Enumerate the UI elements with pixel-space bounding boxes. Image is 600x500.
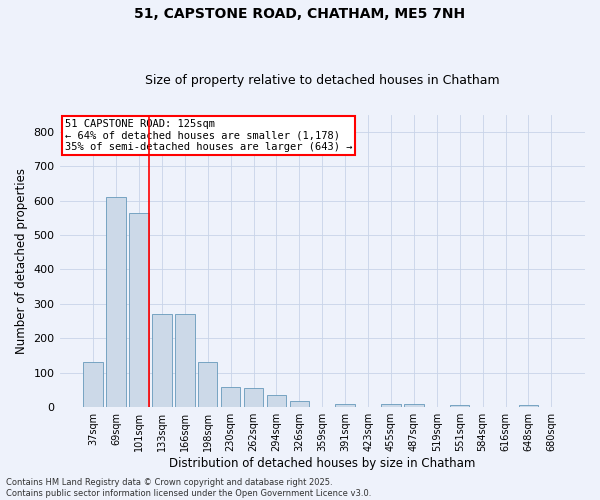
Bar — [152, 314, 172, 407]
Bar — [244, 388, 263, 407]
Bar — [175, 314, 194, 407]
Text: Contains HM Land Registry data © Crown copyright and database right 2025.
Contai: Contains HM Land Registry data © Crown c… — [6, 478, 371, 498]
Title: Size of property relative to detached houses in Chatham: Size of property relative to detached ho… — [145, 74, 500, 87]
Bar — [335, 404, 355, 407]
Bar — [404, 404, 424, 407]
Bar — [267, 395, 286, 407]
Bar — [83, 362, 103, 407]
Bar — [198, 362, 217, 407]
Text: 51 CAPSTONE ROAD: 125sqm
← 64% of detached houses are smaller (1,178)
35% of sem: 51 CAPSTONE ROAD: 125sqm ← 64% of detach… — [65, 119, 352, 152]
Bar — [450, 406, 469, 407]
Bar — [106, 197, 126, 407]
Bar — [290, 401, 309, 407]
Bar — [129, 212, 149, 407]
Y-axis label: Number of detached properties: Number of detached properties — [15, 168, 28, 354]
Bar — [519, 406, 538, 407]
Bar — [221, 386, 241, 407]
Bar — [381, 404, 401, 407]
Text: 51, CAPSTONE ROAD, CHATHAM, ME5 7NH: 51, CAPSTONE ROAD, CHATHAM, ME5 7NH — [134, 8, 466, 22]
X-axis label: Distribution of detached houses by size in Chatham: Distribution of detached houses by size … — [169, 457, 475, 470]
